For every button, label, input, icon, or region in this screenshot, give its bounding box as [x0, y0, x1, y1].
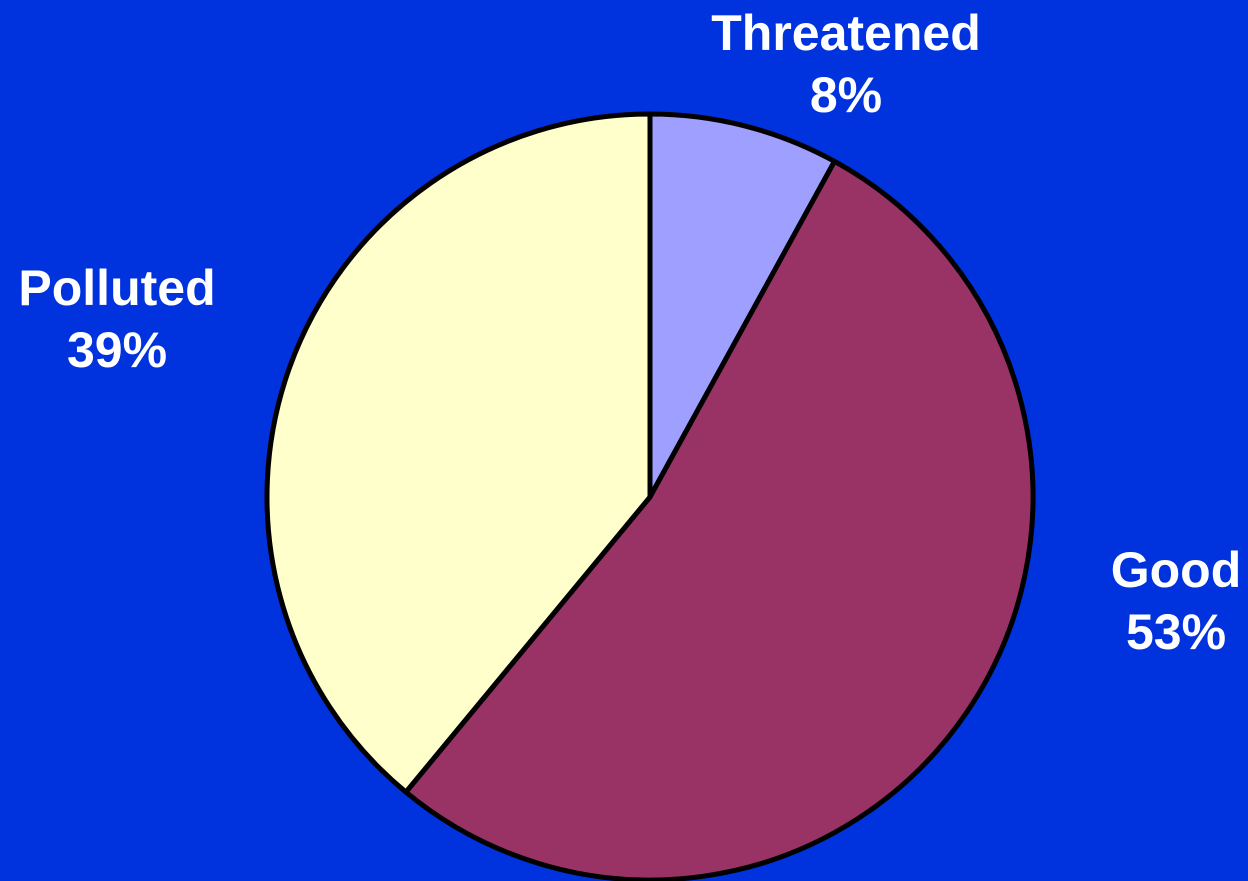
slice-label-good: Good: [1111, 542, 1242, 598]
slice-value-threatened: 8%: [810, 67, 882, 123]
slice-label-polluted: Polluted: [18, 260, 215, 316]
pie-labels: Threatened 8% Good 53% Polluted 39%: [18, 5, 1241, 660]
pie-slice-threatened: [647, 111, 838, 500]
pie-slices: [264, 111, 1036, 881]
slice-value-polluted: 39%: [67, 322, 167, 378]
slice-label-threatened: Threatened: [711, 5, 981, 61]
pie-slice-polluted: [264, 111, 653, 795]
slice-value-good: 53%: [1126, 604, 1226, 660]
pie-slice-good: [403, 158, 1036, 881]
